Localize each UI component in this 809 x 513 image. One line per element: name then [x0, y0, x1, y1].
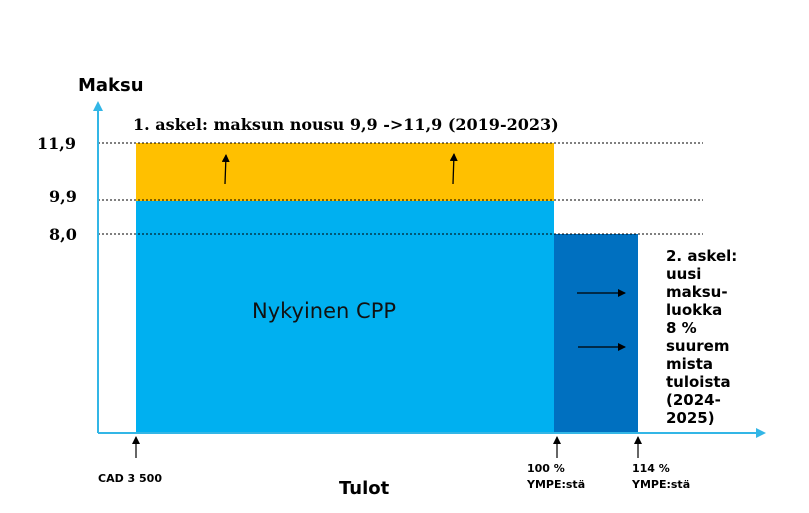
- x-tick-114-line-1: 114 %: [632, 462, 670, 475]
- step2-line-5: 8 %: [666, 319, 697, 337]
- arrow-up-icon: [221, 154, 230, 185]
- x-axis-label: Tulot: [339, 478, 390, 499]
- step2-line-10: 2025): [666, 409, 715, 427]
- step2-line-6: suurem: [666, 337, 730, 355]
- x-tick-100-line-2: YMPE:stä: [526, 478, 585, 491]
- step2-line-8: tuloista: [666, 373, 731, 391]
- x-tick-100-line-1: 100 %: [527, 462, 565, 475]
- x-tick-cad-line-1: CAD 3 500: [98, 472, 162, 485]
- step2-line-4: luokka: [666, 301, 722, 319]
- y-tick-11-9: 11,9: [37, 134, 76, 153]
- step1-title: 1. askel: maksun nousu 9,9 ->11,9 (2019-…: [133, 115, 559, 134]
- y-tick-9-9: 9,9: [49, 187, 77, 206]
- step2-line-7: mista: [666, 355, 713, 373]
- y-tick-8-0: 8,0: [49, 225, 77, 244]
- current-cpp-block: [136, 201, 554, 433]
- step2-line-3: maksu-: [666, 283, 728, 301]
- increase-block: [136, 143, 554, 201]
- step2-line-1: 2. askel:: [666, 247, 737, 265]
- step2-line-2: uusi: [666, 265, 701, 283]
- step2-line-9: (2024-: [666, 391, 721, 409]
- y-axis-label: Maksu: [78, 75, 144, 96]
- current-cpp-label: Nykyinen CPP: [252, 299, 396, 323]
- x-tick-114-line-2: YMPE:stä: [631, 478, 690, 491]
- arrow-up-icon: [449, 153, 458, 185]
- new-tier-block: [554, 234, 638, 433]
